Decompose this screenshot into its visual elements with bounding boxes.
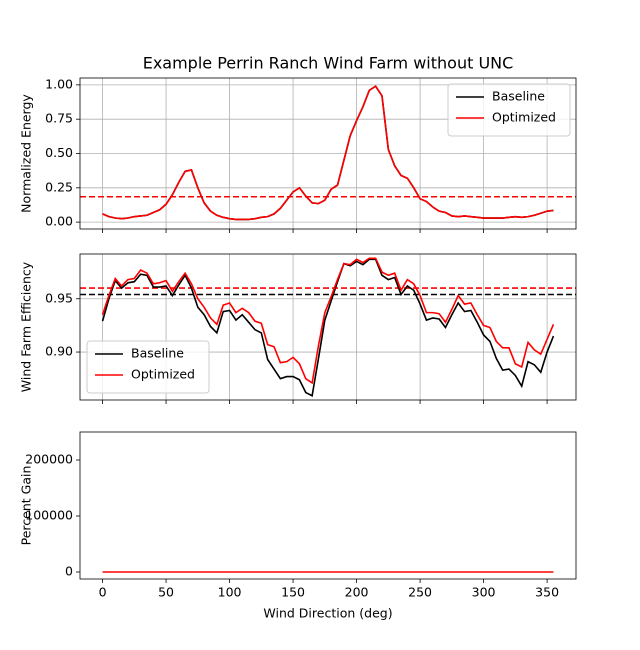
y-tick-label: 1.00	[45, 76, 73, 91]
y-tick-label: 0.95	[45, 290, 73, 305]
x-tick-label: 50	[158, 585, 174, 600]
x-axis-label: Wind Direction (deg)	[263, 606, 392, 621]
legend-label: Baseline	[492, 89, 545, 104]
x-tick-label: 300	[472, 585, 496, 600]
y-tick-label: 0.50	[45, 145, 73, 160]
y-tick-label: 0.25	[45, 179, 73, 194]
chart-title: Example Perrin Ranch Wind Farm without U…	[143, 54, 514, 73]
axes-frame	[79, 253, 577, 401]
y-tick-label: 0	[65, 564, 73, 579]
legend-label: Baseline	[131, 346, 184, 361]
y-axis-label: Wind Farm Efficiency	[19, 261, 34, 392]
x-tick-label: 350	[535, 585, 559, 600]
y-axis-label: Percent Gain	[19, 466, 34, 546]
x-tick-label: 100	[218, 585, 242, 600]
legend-label: Optimized	[131, 367, 195, 382]
x-tick-label: 200	[345, 585, 369, 600]
y-tick-label: 0.90	[45, 344, 73, 359]
series-line	[101, 257, 555, 385]
series-line	[101, 258, 555, 397]
legend-label: Optimized	[492, 110, 556, 125]
y-tick-label: 0.00	[45, 214, 73, 229]
x-tick-label: 250	[408, 585, 432, 600]
y-axis-label: Normalized Energy	[19, 94, 34, 213]
y-tick-label: 100000	[25, 508, 73, 523]
x-tick-label: 150	[281, 585, 305, 600]
y-tick-label: 0.75	[45, 111, 73, 126]
x-tick-label: 0	[99, 585, 107, 600]
axes-frame	[79, 77, 577, 230]
axes-frame	[79, 431, 577, 580]
series-line	[102, 85, 554, 221]
y-tick-label: 200000	[25, 452, 73, 467]
